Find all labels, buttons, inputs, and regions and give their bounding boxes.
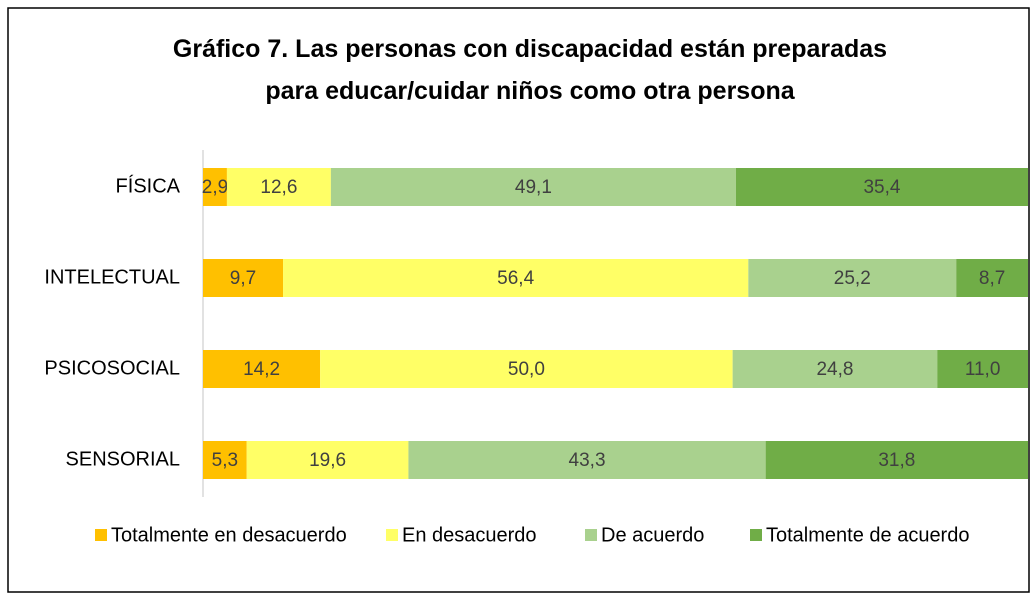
bar-segment (283, 259, 749, 297)
data-label: 2,9 (202, 177, 228, 198)
data-label: 11,0 (965, 359, 1001, 380)
data-label: 50,0 (508, 359, 545, 380)
bar-segment (203, 350, 321, 388)
bar-segment (748, 259, 957, 297)
bar-segment (226, 168, 331, 206)
data-label: 19,6 (309, 450, 346, 471)
bar-segment (408, 441, 766, 479)
bar-segment (732, 350, 938, 388)
data-label: 49,1 (515, 177, 552, 198)
bar-segment (765, 441, 1028, 479)
data-label: 14,2 (243, 359, 280, 380)
bar-segment (203, 441, 247, 479)
category-label: PSICOSOCIAL (44, 357, 180, 379)
data-label: 8,7 (979, 268, 1005, 289)
bar-segment (246, 441, 409, 479)
bar-segment (330, 168, 736, 206)
bar-segment (320, 350, 733, 388)
data-label: 24,8 (816, 359, 853, 380)
bar-segment (735, 168, 1028, 206)
data-label: 9,7 (230, 268, 256, 289)
legend-label: Totalmente en desacuerdo (111, 524, 347, 546)
legend-label: En desacuerdo (402, 524, 537, 546)
category-label: SENSORIAL (66, 448, 180, 470)
bar-segment (203, 168, 227, 206)
data-label: 43,3 (569, 450, 606, 471)
legend-swatch (95, 529, 107, 541)
legend-label: De acuerdo (601, 524, 704, 546)
data-label: 5,3 (212, 450, 238, 471)
data-label: 35,4 (863, 177, 900, 198)
data-label: 56,4 (497, 268, 534, 289)
category-label: FÍSICA (116, 174, 181, 197)
chart-frame (7, 7, 1030, 593)
data-label: 31,8 (878, 450, 915, 471)
legend-swatch (386, 529, 398, 541)
category-label: INTELECTUAL (44, 266, 180, 288)
legend-swatch (585, 529, 597, 541)
bar-segment (956, 259, 1028, 297)
legend-swatch (750, 529, 762, 541)
legend-label: Totalmente de acuerdo (766, 524, 969, 546)
bar-segment (937, 350, 1028, 388)
data-label: 12,6 (260, 177, 297, 198)
bar-segment (203, 259, 284, 297)
chart-title: Gráfico 7. Las personas con discapacidad… (173, 35, 887, 105)
data-label: 25,2 (834, 268, 871, 289)
